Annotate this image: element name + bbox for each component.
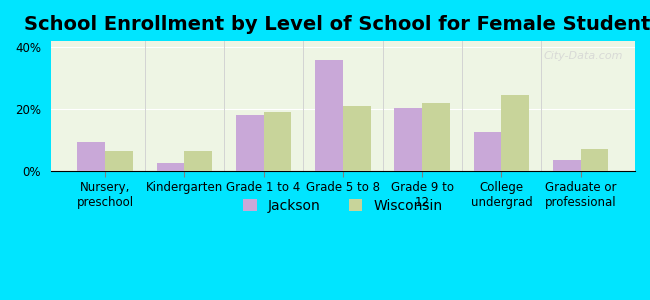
Bar [501,95,529,171]
Bar [77,142,105,171]
Bar [343,106,370,171]
Bar [236,115,264,171]
Bar [315,60,343,171]
Bar [264,112,291,171]
Bar [422,103,450,171]
Bar [185,151,212,171]
Bar [580,149,608,171]
Bar [157,163,185,171]
Bar [105,151,133,171]
Title: School Enrollment by Level of School for Female Students: School Enrollment by Level of School for… [24,15,650,34]
Bar [395,108,422,171]
Text: City-Data.com: City-Data.com [544,52,623,61]
Bar [474,132,501,171]
Legend: Jackson, Wisconsin: Jackson, Wisconsin [237,194,448,218]
Bar [553,160,580,171]
